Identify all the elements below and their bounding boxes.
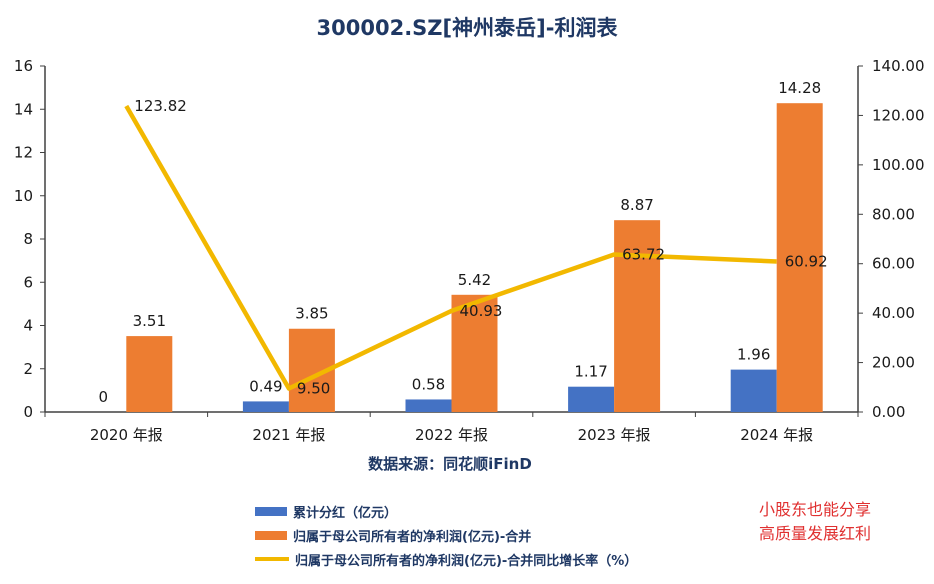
x-tick-label: 2020 年报 (90, 426, 163, 444)
data-label-profit: 14.28 (778, 79, 821, 97)
y-left-tick-label: 16 (14, 57, 33, 75)
chart-legend: 累计分红（亿元） 归属于母公司所有者的净利润(亿元)-合并 归属于母公司所有者的… (255, 500, 637, 572)
y-right-tick-label: 0.00 (872, 403, 905, 421)
bar-profit (614, 220, 661, 412)
y-right-tick-label: 60.00 (872, 255, 915, 273)
data-label-growth: 9.50 (297, 380, 330, 398)
y-right-tick-label: 140.00 (872, 57, 925, 75)
x-tick-label: 2024 年报 (740, 426, 813, 444)
legend-swatch-profit (255, 530, 287, 540)
y-left-tick-label: 4 (23, 317, 33, 335)
data-label-growth: 63.72 (622, 246, 665, 264)
y-right-tick-label: 20.00 (872, 354, 915, 372)
legend-label-profit: 归属于母公司所有者的净利润(亿元)-合并 (293, 529, 532, 545)
data-label-dividend: 1.17 (574, 363, 607, 381)
promo-line-1: 小股东也能分享 (758, 500, 871, 519)
x-tick-label: 2021 年报 (252, 426, 325, 444)
y-left-tick-label: 0 (23, 403, 33, 421)
bar-profit (776, 103, 823, 412)
bar-profit (126, 336, 173, 412)
promo-text: 小股东也能分享 高质量发展红利 (740, 498, 890, 546)
x-tick-label: 2023 年报 (578, 426, 651, 444)
data-label-growth: 60.92 (785, 252, 828, 270)
y-left-tick-label: 10 (14, 187, 33, 205)
bar-dividend (405, 399, 452, 412)
y-left-tick-label: 8 (23, 230, 33, 248)
data-label-dividend: 1.96 (737, 346, 770, 364)
data-label-profit: 3.51 (133, 312, 166, 330)
bar-dividend (568, 386, 615, 412)
data-label-growth: 40.93 (460, 302, 503, 320)
legend-label-growth: 归属于母公司所有者的净利润(亿元)-合并同比增长率（%） (295, 553, 638, 569)
data-label-profit: 5.42 (458, 271, 491, 289)
bar-dividend (730, 369, 777, 412)
chart-title: 300002.SZ[神州泰岳]-利润表 (316, 16, 618, 40)
legend-swatch-dividend (255, 506, 287, 516)
legend-item-profit: 归属于母公司所有者的净利润(亿元)-合并 (255, 524, 637, 546)
data-label-growth: 123.82 (134, 97, 187, 115)
data-label-dividend: 0 (99, 388, 109, 406)
bar-dividend (242, 401, 289, 412)
y-right-tick-label: 100.00 (872, 156, 925, 174)
y-left-tick-label: 14 (14, 100, 33, 118)
data-label-profit: 8.87 (620, 196, 653, 214)
x-tick-label: 2022 年报 (415, 426, 488, 444)
data-label-dividend: 0.58 (412, 375, 445, 393)
y-right-tick-label: 80.00 (872, 205, 915, 223)
data-source: 数据来源：同花顺iFinD (368, 455, 532, 473)
legend-label-dividend: 累计分红（亿元） (293, 505, 398, 521)
y-right-tick-label: 40.00 (872, 304, 915, 322)
data-label-profit: 3.85 (295, 305, 328, 323)
legend-swatch-growth (255, 557, 289, 561)
legend-item-growth: 归属于母公司所有者的净利润(亿元)-合并同比增长率（%） (255, 548, 637, 570)
y-left-tick-label: 2 (23, 360, 33, 378)
y-right-tick-label: 120.00 (872, 106, 925, 124)
data-label-dividend: 0.49 (249, 377, 282, 395)
chart-plot: 0 2 4 6 8 10 12 14 16 0.00 20.00 40.00 60.00 80.00 100… (14, 57, 925, 444)
y-left-tick-label: 6 (23, 273, 33, 291)
series-line-growth (124, 104, 777, 391)
bar-profit (451, 294, 498, 412)
promo-line-2: 高质量发展红利 (758, 524, 871, 543)
legend-item-dividend: 累计分红（亿元） (255, 500, 637, 522)
y-left-tick-label: 12 (14, 144, 33, 162)
